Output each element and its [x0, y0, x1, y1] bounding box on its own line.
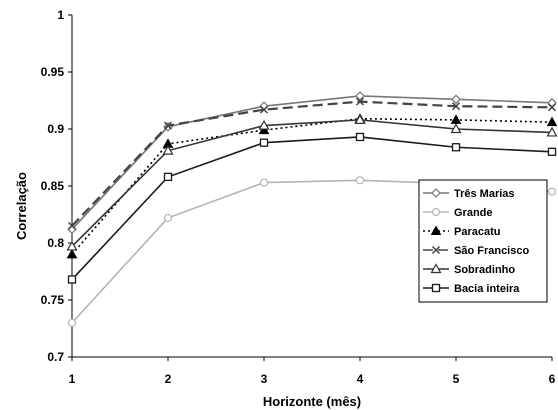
legend-label: Três Marias	[454, 188, 515, 200]
data-point-sobradinho	[546, 126, 558, 137]
legend-box	[418, 179, 548, 303]
data-point-sao-francisco	[163, 121, 173, 130]
data-point-sobradinho	[66, 240, 78, 251]
data-point-grande	[259, 178, 269, 187]
data-point-paracatu	[66, 248, 78, 259]
data-point-bacia-inteira	[163, 172, 173, 182]
data-point-sao-francisco	[67, 221, 77, 230]
y-tick-label: 0.75	[41, 293, 65, 307]
data-point-sobradinho	[450, 123, 462, 134]
legend-marker-sobradinho	[430, 263, 442, 274]
data-point-sobradinho	[354, 114, 366, 124]
series-line-sao-francisco	[71, 100, 553, 227]
data-point-sobradinho	[258, 119, 270, 130]
data-point-bacia-inteira	[355, 132, 365, 142]
y-axis-ticks: 0.7 0.75 0.8 0.85 0.9 0.95 1	[41, 8, 72, 364]
y-tick-label: 1	[57, 8, 64, 22]
x-tick-label: 3	[261, 372, 268, 386]
legend: Três Marias Grande Paracatu São Francisco So…	[418, 179, 548, 303]
data-point-tres-marias	[355, 91, 365, 101]
y-tick-label: 0.85	[41, 179, 65, 193]
legend-label: Bacia inteira	[454, 283, 520, 295]
series-line-bacia-inteira	[71, 136, 553, 281]
legend-item-sobradinho: Sobradinho	[423, 263, 515, 276]
legend-item-paracatu: Paracatu	[423, 225, 500, 238]
x-axis-ticks: 1 2 3 4 5 6	[69, 357, 556, 386]
y-tick-label: 0.7	[47, 350, 64, 364]
series-bacia-inteira	[67, 132, 557, 284]
data-point-grande	[163, 213, 173, 223]
x-axis-title: Horizonte (mês)	[263, 394, 361, 409]
series-sao-francisco	[67, 97, 557, 230]
x-tick-label: 2	[165, 372, 172, 386]
legend-label: Grande	[454, 207, 493, 219]
data-point-bacia-inteira	[67, 275, 77, 284]
series-sobradinho	[66, 114, 558, 251]
legend-item-tres-marias: Três Marias	[423, 188, 515, 200]
data-point-tres-marias	[451, 94, 461, 105]
legend-item-bacia-inteira: Bacia inteira	[423, 283, 520, 295]
data-point-sao-francisco	[259, 105, 269, 114]
data-point-sao-francisco	[547, 103, 557, 112]
legend-label: Sobradinho	[454, 264, 515, 276]
x-tick-label: 1	[69, 372, 76, 386]
y-tick-label: 0.9	[47, 122, 64, 136]
legend-marker-grande	[431, 207, 441, 217]
data-point-grande	[67, 318, 77, 327]
x-tick-label: 6	[549, 372, 556, 386]
legend-marker-tres-marias	[431, 188, 441, 198]
data-point-grande	[355, 176, 365, 185]
series-line-paracatu	[71, 117, 553, 255]
data-point-paracatu	[546, 116, 558, 127]
data-point-bacia-inteira	[259, 138, 269, 147]
x-tick-label: 5	[453, 372, 460, 386]
data-point-paracatu	[450, 114, 462, 124]
legend-label: São Francisco	[454, 245, 529, 257]
legend-marker-bacia-inteira	[431, 283, 441, 293]
x-tick-label: 4	[357, 372, 364, 386]
data-point-bacia-inteira	[451, 143, 461, 152]
y-tick-label: 0.8	[47, 236, 64, 250]
legend-item-grande: Grande	[423, 207, 493, 219]
data-point-grande	[547, 187, 557, 196]
legend-marker-paracatu	[430, 225, 442, 235]
data-point-sao-francisco	[355, 97, 365, 106]
legend-label: Paracatu	[454, 226, 500, 238]
series-layer	[66, 91, 558, 327]
data-point-sao-francisco	[451, 102, 461, 111]
series-line-sobradinho	[71, 119, 553, 247]
y-tick-label: 0.95	[41, 65, 65, 79]
legend-item-sao-francisco: São Francisco	[423, 245, 529, 257]
data-point-sobradinho	[162, 144, 174, 155]
data-point-bacia-inteira	[547, 147, 557, 156]
legend-marker-sao-francisco	[431, 245, 441, 255]
y-axis-title: Correlação	[14, 172, 29, 240]
